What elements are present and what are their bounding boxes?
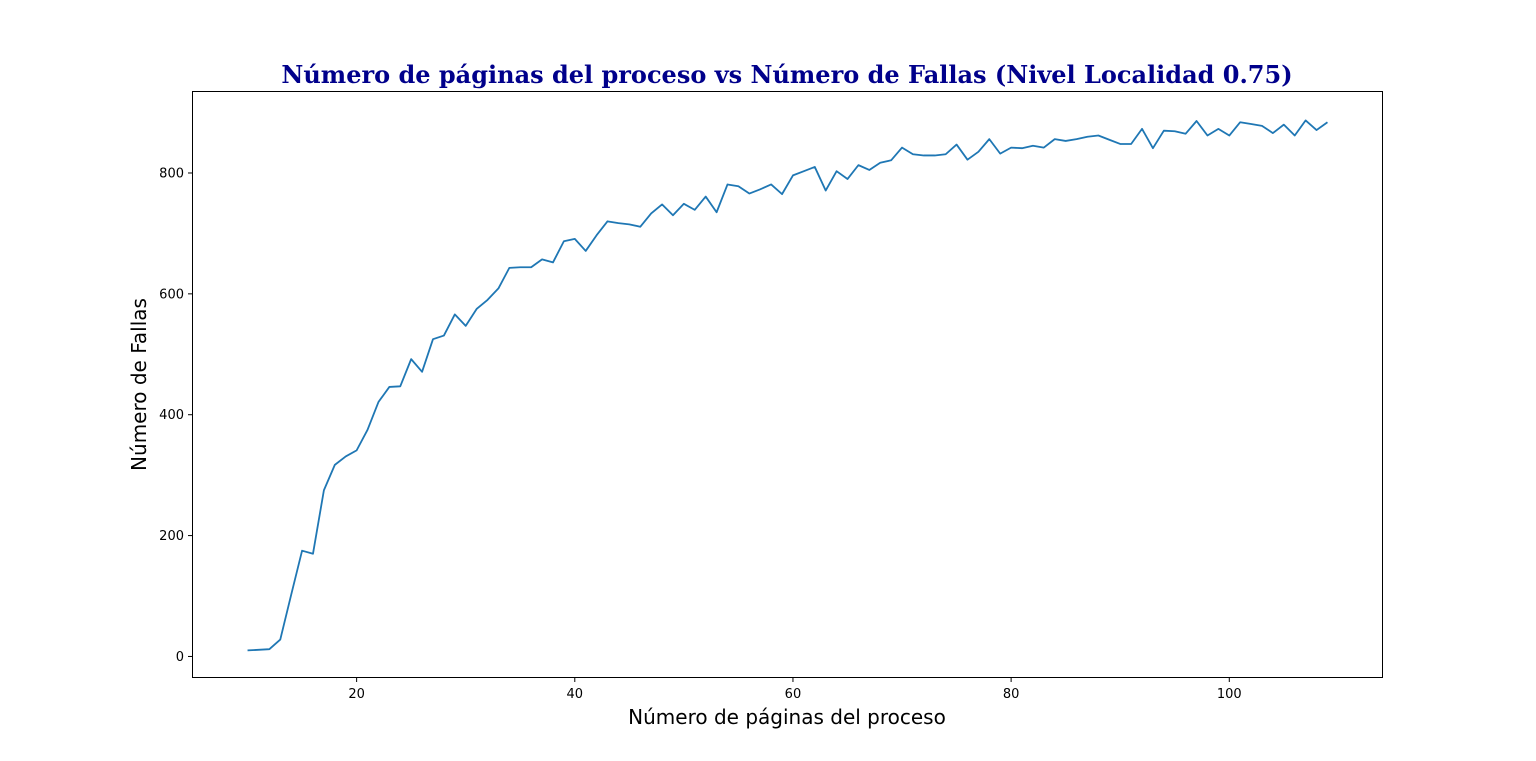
x-tick-label: 40 (567, 687, 584, 702)
y-tick-label: 200 (159, 529, 184, 544)
x-tick-label: 20 (348, 687, 365, 702)
y-tick-label: 600 (159, 287, 184, 302)
y-axis-ticks: 0 200 400 600 800 (159, 166, 193, 665)
plot-area-frame (192, 91, 1383, 678)
y-tick-label: 0 (176, 650, 184, 665)
x-tick-label: 60 (785, 687, 802, 702)
x-axis-ticks: 20 40 60 80 100 (348, 677, 1242, 702)
y-axis-label: Número de Fallas (127, 298, 151, 471)
x-tick-label: 100 (1217, 687, 1242, 702)
y-tick-label: 400 (159, 408, 184, 423)
chart-title: Número de páginas del proceso vs Número … (281, 60, 1292, 89)
x-axis-label: Número de páginas del proceso (628, 705, 946, 729)
x-tick-label: 80 (1003, 687, 1020, 702)
series-line (247, 119, 1328, 652)
y-tick-label: 800 (159, 166, 184, 181)
